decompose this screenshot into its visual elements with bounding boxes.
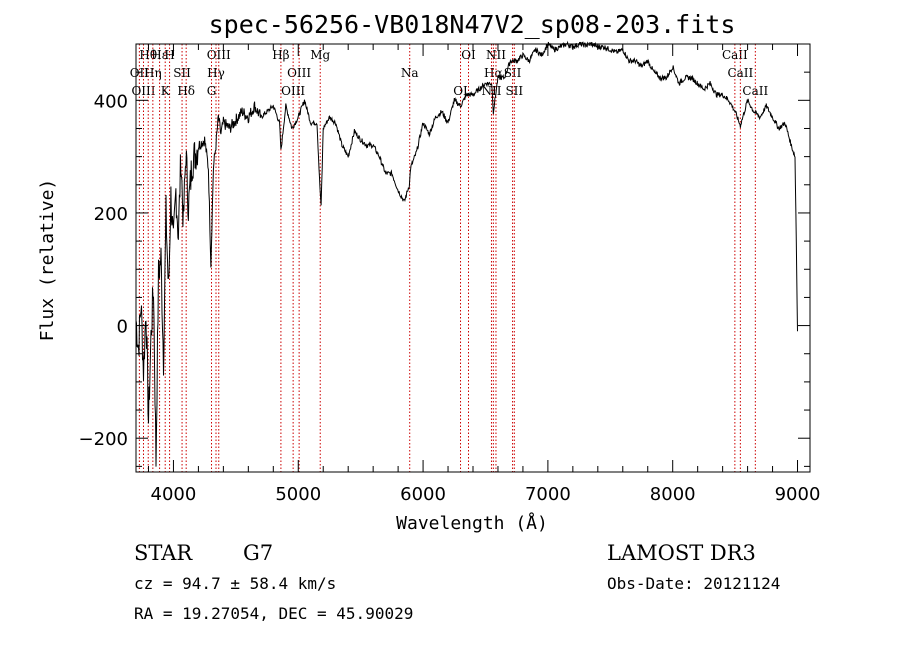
x-tick-label: 8000: [650, 484, 696, 505]
spectral-line-label: OIII: [287, 66, 311, 80]
spectral-line-label: CaII: [742, 84, 768, 98]
flux-series-line: [135, 40, 798, 467]
spectral-line-label: OI: [453, 84, 468, 98]
spectral-line-label: Hγ: [207, 66, 225, 80]
spectral-line-label: OIII: [131, 84, 155, 98]
redshift-cz: cz = 94.7 ± 58.4 km/s: [134, 574, 336, 593]
spectral-line-label: SII: [173, 66, 191, 80]
x-tick-label: 6000: [400, 484, 446, 505]
spectral-line-label: SII: [504, 66, 522, 80]
survey-name: LAMOST DR3: [607, 541, 756, 565]
x-tick-label: 7000: [525, 484, 571, 505]
y-tick-label: 0: [117, 317, 128, 338]
spectral-line-label: CaII: [727, 66, 753, 80]
ra-dec-coordinates: RA = 19.27054, DEC = 45.90029: [134, 604, 413, 623]
spectral-line-label: SII: [505, 84, 523, 98]
spectral-line-label: CaII: [722, 48, 748, 62]
object-subclass: G7: [243, 541, 273, 565]
x-tick-label: 4000: [151, 484, 197, 505]
spectral-line-label: G: [207, 84, 217, 98]
spectral-line-label: Hβ: [272, 48, 289, 62]
spectral-line-label: Hη: [144, 66, 162, 80]
spectral-line-label: K: [161, 84, 171, 98]
y-axis-label: Flux (relative): [37, 179, 58, 342]
plot-frame: [135, 43, 811, 473]
x-axis-label: Wavelength (Å): [396, 512, 548, 534]
y-tick-label: 200: [94, 204, 128, 225]
spectral-line-label: H: [164, 48, 174, 62]
spectral-line-label: OIII: [281, 84, 305, 98]
spectral-line-markers: HθOIIOIIIHεHηKHSIIHδOIIIHγGHβOIIIOIIIMgN…: [130, 44, 768, 472]
observation-date: Obs-Date: 20121124: [607, 574, 780, 593]
x-tick-label: 9000: [775, 484, 821, 505]
spectral-line-label: Mg: [310, 48, 330, 62]
spectral-line-label: OI: [461, 48, 476, 62]
spectral-line-label: OIII: [207, 48, 231, 62]
y-tick-label: 400: [94, 91, 128, 112]
x-axis-ticks: 4000 5000 6000 7000 8000 9000: [147, 44, 821, 505]
y-axis-ticks: −200 0 200 400: [79, 43, 810, 467]
spectral-line-label: NII: [486, 48, 506, 62]
plot-area: [135, 40, 798, 467]
spectral-line-label: Hε: [151, 48, 168, 62]
spectral-line-label: OII: [130, 66, 150, 80]
x-tick-label: 5000: [275, 484, 321, 505]
object-class: STAR: [134, 541, 193, 565]
spectral-line-label: Na: [401, 66, 419, 80]
y-tick-label: −200: [79, 429, 128, 450]
spectral-line-label: Hδ: [177, 84, 195, 98]
chart-title: spec-56256-VB018N47V2_sp08-203.fits: [209, 10, 736, 39]
